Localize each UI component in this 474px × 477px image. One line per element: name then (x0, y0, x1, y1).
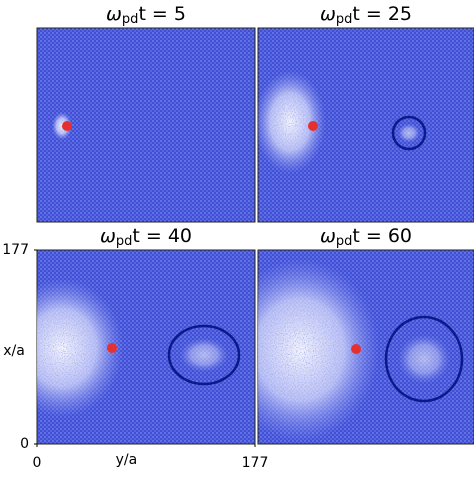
title-symbol: ω (320, 3, 336, 25)
title-text: t = 5 (138, 3, 186, 25)
features (52, 112, 72, 140)
wave-ring (384, 315, 464, 403)
wave-ring (391, 115, 427, 151)
title-subscript: pd (122, 12, 139, 27)
features (37, 278, 241, 418)
wave-cloud (179, 337, 229, 373)
wave-ring (167, 324, 241, 386)
panel-title: ωpdt = 40 (100, 225, 192, 249)
laser-spot (351, 344, 361, 354)
x-axis-label: y/a (116, 452, 138, 468)
y-axis-label: x/a (3, 343, 25, 359)
laser-spot (308, 121, 318, 131)
y-tick-label: 177 (2, 242, 29, 258)
wave-cloud (397, 333, 451, 385)
features (258, 258, 464, 442)
title-subscript: pd (116, 234, 133, 249)
title-symbol: ω (106, 3, 122, 25)
title-symbol: ω (320, 225, 336, 247)
damage-cloud (258, 70, 326, 174)
title-symbol: ω (100, 225, 116, 247)
x-tick-label: 177 (242, 455, 269, 471)
laser-spot (107, 343, 117, 353)
laser-spot (62, 121, 72, 131)
features (258, 70, 427, 174)
panel-title: ωpdt = 25 (320, 3, 412, 27)
damage-cloud (258, 258, 380, 442)
panel-image (36, 27, 256, 223)
title-text: t = 25 (352, 3, 412, 25)
x-tick-label: 0 (33, 455, 42, 471)
panel-title: ωpdt = 5 (106, 3, 186, 27)
y-tick-label: 0 (20, 436, 29, 452)
title-text: t = 40 (132, 225, 192, 247)
damage-cloud (37, 278, 124, 418)
panel-title: ωpdt = 60 (320, 225, 412, 249)
wave-cloud (397, 123, 421, 143)
title-subscript: pd (336, 12, 353, 27)
title-subscript: pd (336, 234, 353, 249)
title-text: t = 60 (352, 225, 412, 247)
